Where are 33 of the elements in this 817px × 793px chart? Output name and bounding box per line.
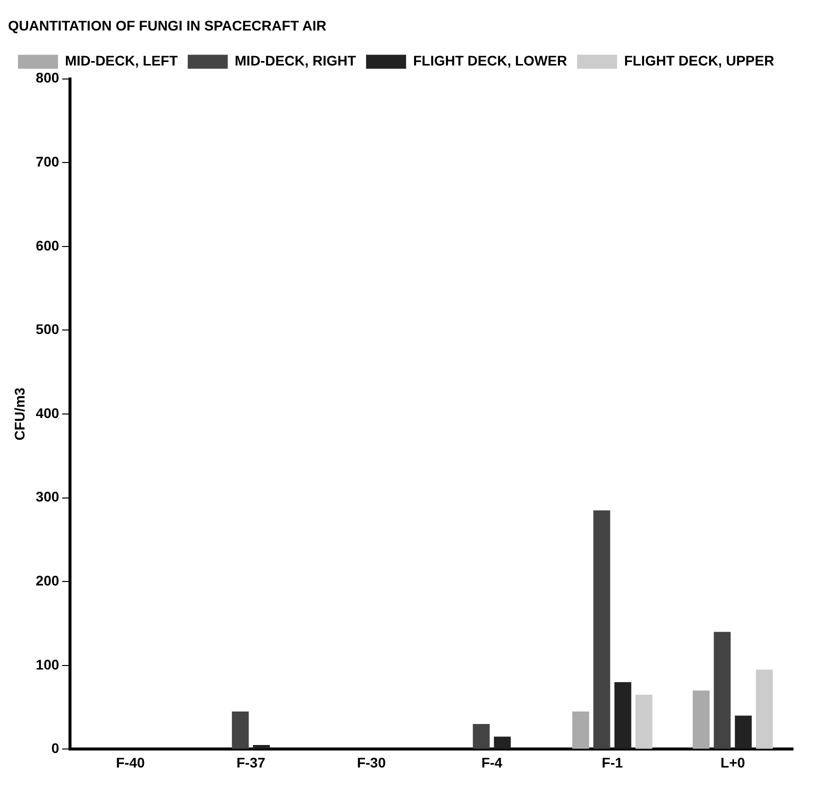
x-tick-label: F-40 [116,754,145,770]
y-tick-label: 500 [36,321,60,338]
bar [593,510,610,749]
x-tick-label: L+0 [720,754,746,770]
bar [614,682,632,749]
bar [714,632,731,749]
y-tick-label: 0 [51,740,60,756]
bar [252,745,270,749]
y-tick-label: 200 [36,572,60,588]
bar [472,724,490,749]
y-tick-label: 300 [36,488,60,505]
y-tick-label: 400 [36,404,60,421]
x-tick-label: F-37 [236,754,266,770]
y-tick-label: 600 [36,237,60,254]
y-tick-label: 800 [36,70,60,86]
y-axis-title: CFU/m3 [11,387,28,440]
bar [692,690,710,749]
x-tick-label: F-30 [356,754,386,770]
bar [734,716,752,749]
bar [232,711,249,749]
legend-label: FLIGHT DECK, LOWER [413,52,568,69]
bar [572,711,590,749]
chart-title: QUANTITATION OF FUNGI IN SPACECRAFT AIR [8,17,326,34]
bar [494,736,511,749]
bar [756,670,773,749]
y-tick-label: 100 [36,656,60,672]
legend-label: MID-DECK, LEFT [65,52,178,69]
bar [635,694,652,749]
y-tick-label: 700 [36,153,60,170]
x-tick-label: F-1 [602,754,624,770]
legend-label: MID-DECK, RIGHT [234,52,357,69]
x-tick-label: F-4 [481,754,503,770]
legend-label: FLIGHT DECK, UPPER [624,52,774,69]
